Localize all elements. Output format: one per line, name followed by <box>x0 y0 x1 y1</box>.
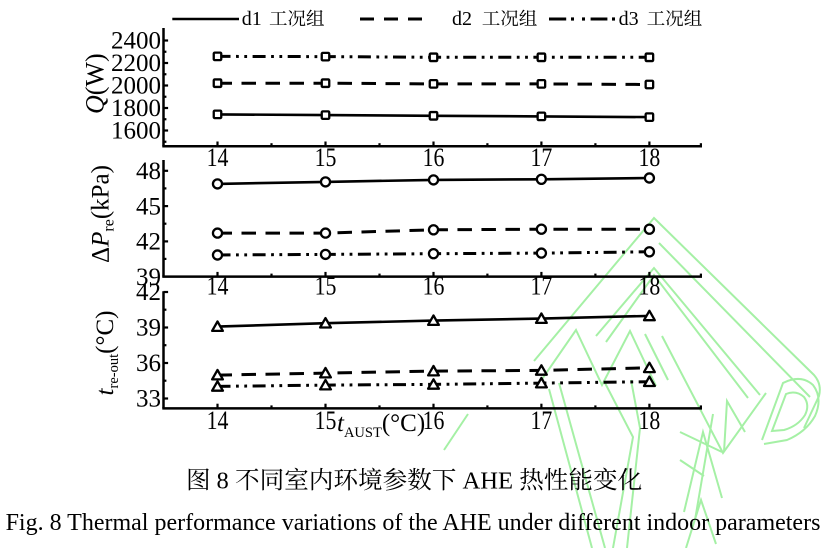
svg-text:ΔPre(kPa): ΔPre(kPa) <box>88 165 118 263</box>
svg-text:18: 18 <box>639 142 661 172</box>
svg-text:17: 17 <box>531 405 553 435</box>
svg-text:48: 48 <box>136 158 161 185</box>
svg-text:39: 39 <box>136 315 161 342</box>
svg-text:tAUST(°C): tAUST(°C) <box>337 410 425 441</box>
svg-text:d2: d2 <box>452 8 472 30</box>
svg-text:16: 16 <box>423 142 445 172</box>
svg-text:17: 17 <box>531 271 553 301</box>
svg-text:2200: 2200 <box>111 50 161 77</box>
svg-text:d3: d3 <box>619 8 639 30</box>
svg-text:14: 14 <box>207 405 229 435</box>
svg-text:17: 17 <box>531 142 553 172</box>
svg-text:d1: d1 <box>242 8 262 30</box>
svg-text:14: 14 <box>207 271 229 301</box>
svg-text:2400: 2400 <box>111 28 161 55</box>
svg-text:15: 15 <box>315 405 337 435</box>
svg-text:1800: 1800 <box>111 95 161 122</box>
svg-text:39: 39 <box>136 264 161 291</box>
svg-text:18: 18 <box>639 271 661 301</box>
svg-text:45: 45 <box>136 193 161 220</box>
svg-text:16: 16 <box>423 405 445 435</box>
svg-text:14: 14 <box>207 142 229 172</box>
svg-text:Q(W): Q(W) <box>81 53 110 114</box>
svg-text:33: 33 <box>136 386 161 413</box>
svg-text:42: 42 <box>136 279 161 306</box>
svg-text:2000: 2000 <box>111 73 161 100</box>
svg-text:42: 42 <box>136 229 161 256</box>
svg-text:15: 15 <box>315 142 337 172</box>
svg-text:tre-out(°C): tre-out(°C) <box>92 311 122 396</box>
svg-text:AHE: AHE <box>463 468 514 495</box>
svg-text:36: 36 <box>136 350 161 377</box>
svg-text:15: 15 <box>315 271 337 301</box>
svg-text:18: 18 <box>639 405 661 435</box>
svg-text:16: 16 <box>423 271 445 301</box>
svg-text:Fig. 8 Thermal performance var: Fig. 8 Thermal performance variations of… <box>6 510 821 536</box>
svg-text:1600: 1600 <box>111 118 161 145</box>
svg-text:8: 8 <box>217 468 229 495</box>
